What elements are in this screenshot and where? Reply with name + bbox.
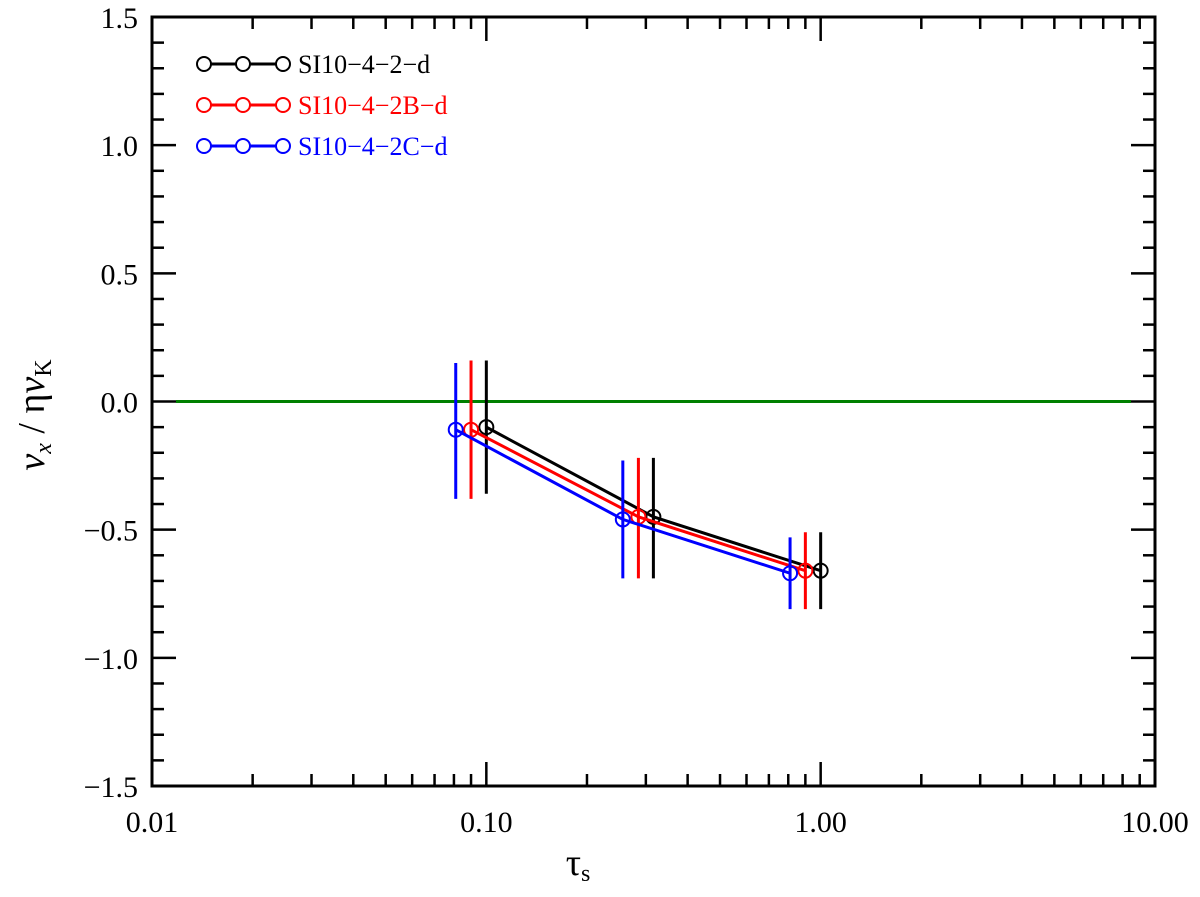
legend-marker	[275, 97, 291, 113]
y-tick-label: 0.0	[101, 387, 139, 420]
series-line	[485, 425, 822, 573]
data-point	[782, 565, 799, 582]
legend-marker	[275, 138, 291, 154]
x-axis-title: τs	[566, 842, 591, 887]
x-tick-label: 10.00	[1121, 806, 1189, 839]
y-axis-title-v2-sub: K	[31, 359, 57, 377]
y-tick-label: −0.5	[84, 515, 138, 548]
data-point	[797, 562, 814, 579]
tick-labels: 0.01 0.10 1.00 10.00 1.5 1.0 0.5 0.0 −0.5 −1.0 −1.…	[84, 2, 1189, 839]
series-3	[447, 363, 799, 610]
y-tick-label: 0.5	[101, 258, 139, 291]
legend-marker	[275, 56, 291, 72]
x-tick-label: 0.10	[460, 806, 513, 839]
y-axis-title-v-sub: x	[31, 443, 57, 455]
y-axis-title: vx / ηvK	[11, 359, 57, 471]
legend-marker	[235, 97, 251, 113]
data-point	[478, 419, 495, 436]
legend-marker	[196, 56, 212, 72]
x-axis-title-main: τ	[566, 842, 581, 884]
series-line	[470, 428, 806, 573]
series-layer	[447, 360, 829, 610]
y-axis-title-sep: / η	[11, 394, 53, 443]
y-tick-label: 1.0	[101, 130, 139, 163]
y-tick-label: 1.5	[101, 2, 139, 35]
legend-marker	[196, 97, 212, 113]
legend-label: SI10−4−2−d	[298, 50, 430, 79]
axis-ticks	[150, 15, 1155, 788]
x-tick-label: 1.00	[794, 806, 847, 839]
plot-frame	[150, 15, 1157, 788]
x-tick-label: 0.01	[126, 806, 179, 839]
legend-marker	[235, 138, 251, 154]
data-point	[812, 562, 829, 579]
legend: SI10−4−2−d SI10−4−2B−d SI10−4−2C−d	[196, 50, 447, 161]
data-point	[614, 511, 631, 528]
data-point	[447, 421, 464, 438]
y-axis-title-v: v	[11, 454, 53, 471]
y-axis-title-v2: v	[11, 377, 53, 394]
legend-label: SI10−4−2C−d	[298, 132, 447, 161]
series-1	[478, 360, 829, 610]
series-line	[455, 428, 791, 575]
legend-marker	[235, 56, 251, 72]
legend-label: SI10−4−2B−d	[298, 91, 447, 120]
y-tick-label: −1.0	[84, 643, 138, 676]
x-axis-title-sub: s	[581, 861, 590, 887]
y-tick-label: −1.5	[84, 771, 138, 804]
legend-marker	[196, 138, 212, 154]
